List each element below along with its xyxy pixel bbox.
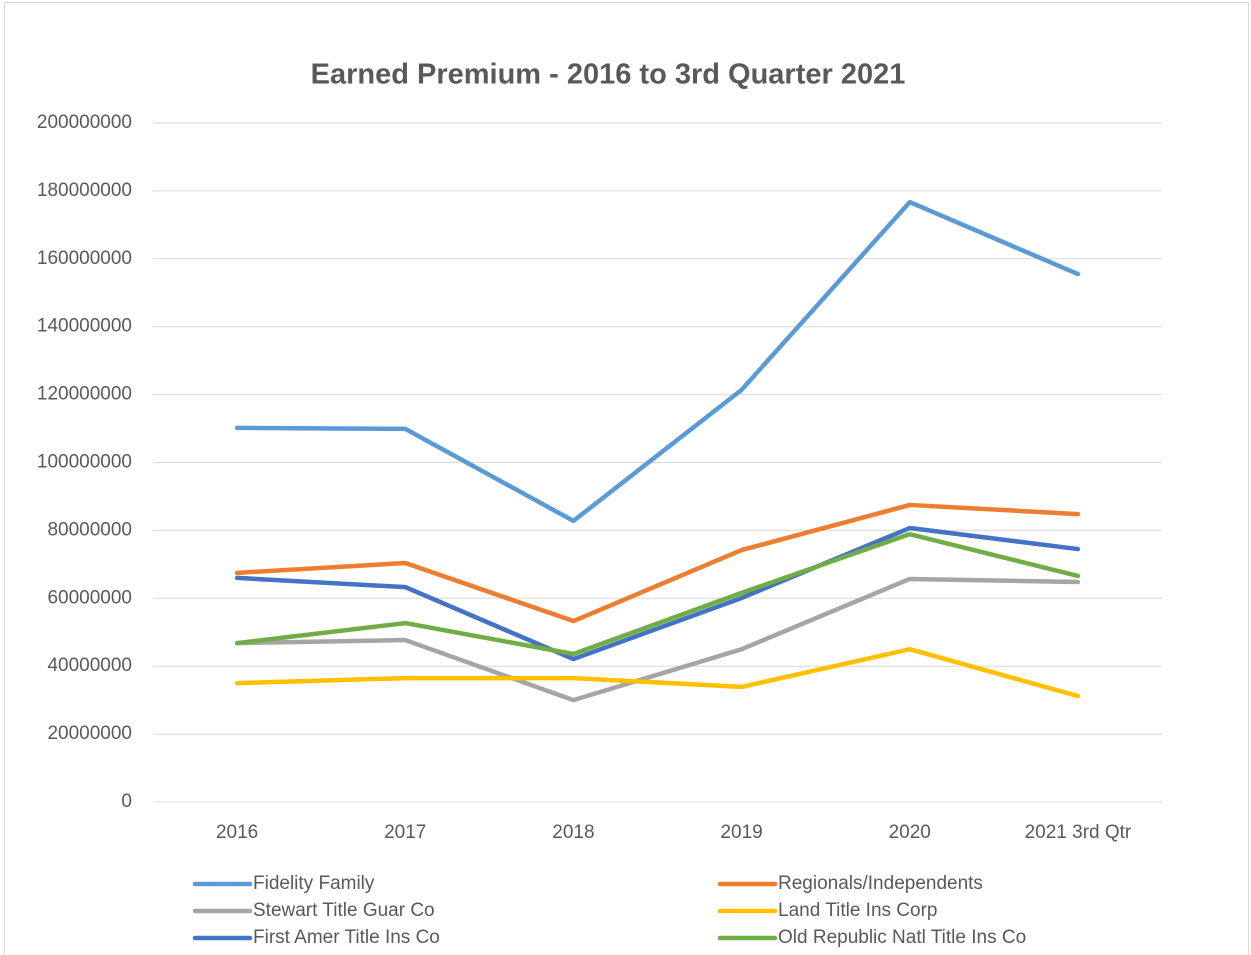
line-series: [234, 576, 1081, 703]
chart-title: Earned Premium - 2016 to 3rd Quarter 202…: [311, 59, 906, 91]
legend-label: Stewart Title Guar Co: [253, 900, 435, 921]
y-tick-label: 120000000: [37, 384, 132, 405]
legend-label: Old Republic Natl Title Ins Co: [778, 927, 1026, 948]
legend-label: First Amer Title Ins Co: [253, 927, 440, 948]
x-tick-label: 2016: [216, 822, 258, 843]
y-tick-label: 20000000: [47, 723, 132, 744]
y-tick-label: 160000000: [37, 248, 132, 269]
x-tick-label: 2019: [720, 822, 762, 843]
x-tick-label: 2017: [384, 822, 426, 843]
chart-border: [4, 2, 1249, 955]
line-series: [234, 646, 1081, 699]
x-tick-label: 2021 3rd Qtr: [1025, 822, 1132, 843]
y-tick-label: 180000000: [37, 180, 132, 201]
legend-label: Fidelity Family: [253, 873, 375, 894]
line-series: [234, 502, 1081, 624]
y-tick-label: 80000000: [47, 519, 132, 540]
y-tick-label: 200000000: [37, 112, 132, 133]
line-series: [234, 531, 1081, 657]
legend-label: Regionals/Independents: [778, 873, 983, 894]
line-series: [234, 199, 1081, 524]
x-tick-label: 2018: [552, 822, 594, 843]
y-tick-label: 40000000: [47, 655, 132, 676]
line-series: [234, 525, 1081, 662]
x-tick-label: 2020: [889, 822, 931, 843]
y-tick-label: 0: [121, 791, 132, 812]
legend-label: Land Title Ins Corp: [778, 900, 937, 921]
y-tick-label: 100000000: [37, 452, 132, 473]
y-tick-label: 60000000: [47, 587, 132, 608]
y-tick-label: 140000000: [37, 316, 132, 337]
